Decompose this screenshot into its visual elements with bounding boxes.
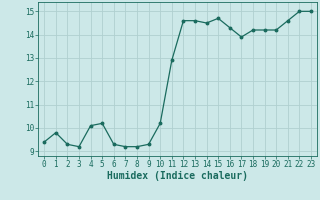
X-axis label: Humidex (Indice chaleur): Humidex (Indice chaleur) (107, 171, 248, 181)
